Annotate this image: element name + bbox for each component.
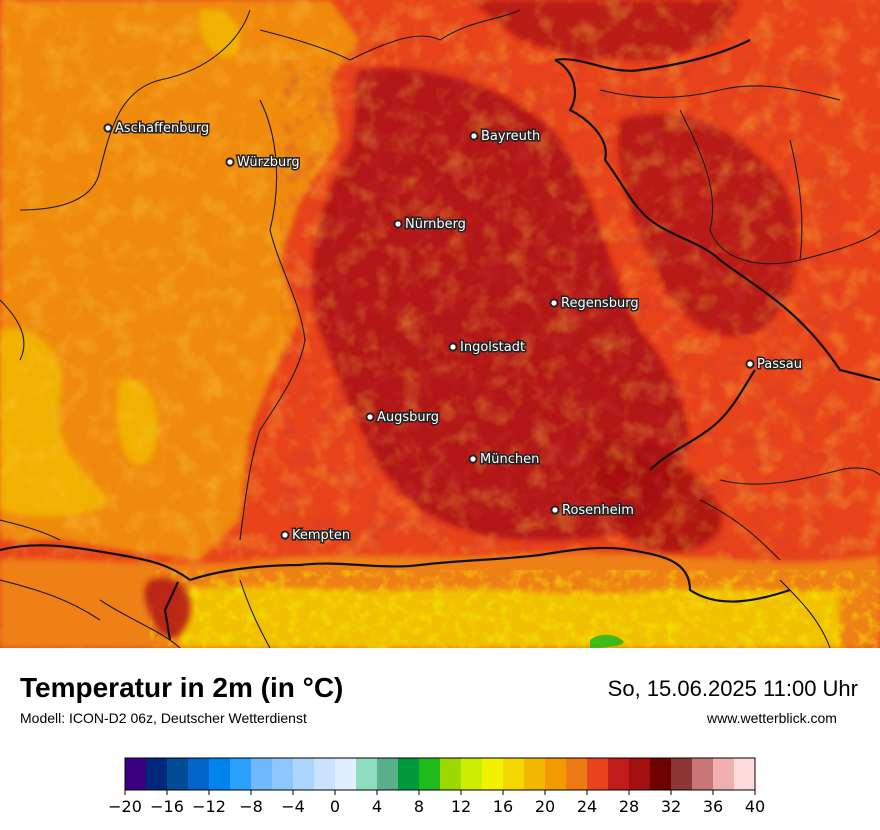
city-label: Nürnberg (405, 217, 466, 232)
legend-swatch (125, 758, 147, 790)
legend-swatch (608, 758, 630, 790)
city-dot (103, 123, 113, 133)
city-marker: Aschaffenburg (103, 120, 211, 138)
legend-swatch (713, 758, 735, 790)
legend-swatch (419, 758, 441, 790)
legend-tick-label: 12 (451, 797, 471, 816)
legend-swatch (650, 758, 672, 790)
map-canvas: Aschaffenburg Würzburg Bayreuth Nürnberg Reg… (0, 0, 880, 648)
legend-swatch (629, 758, 651, 790)
legend-swatch (167, 758, 189, 790)
legend-swatch (461, 758, 483, 790)
city-dot (468, 454, 478, 464)
legend-ticks: −20 −16 −12 −8 −4 0 4 8 12 16 20 24 28 32 36 40 (108, 790, 765, 816)
legend-swatch (356, 758, 378, 790)
website-link[interactable]: www.wetterblick.com (707, 710, 837, 726)
legend-swatch (545, 758, 567, 790)
city-marker: Würzburg (225, 154, 301, 172)
legend-tick-label: 4 (372, 797, 382, 816)
city-marker: Passau (745, 356, 803, 374)
legend-tick-label: −12 (192, 797, 226, 816)
legend-swatch (251, 758, 273, 790)
city-label: Passau (757, 357, 802, 372)
city-dot (225, 157, 235, 167)
legend-tick-label: 36 (703, 797, 723, 816)
city-label: München (480, 452, 539, 467)
state-borders (0, 9, 880, 648)
legend-swatch (377, 758, 399, 790)
city-marker: Ingolstadt (448, 339, 527, 357)
legend-swatch (314, 758, 336, 790)
legend-tick-label: −20 (108, 797, 142, 816)
legend-tick-label: 40 (745, 797, 765, 816)
city-label: Ingolstadt (460, 340, 525, 355)
forecast-datetime: So, 15.06.2025 11:00 Uhr (607, 676, 858, 701)
legend-tick-label: 28 (619, 797, 639, 816)
map-subtitle: Modell: ICON-D2 06z, Deutscher Wetterdie… (20, 710, 307, 726)
temperature-map: Aschaffenburg Würzburg Bayreuth Nürnberg Reg… (0, 0, 880, 648)
city-dot (448, 342, 458, 352)
legend-tick-label: −16 (150, 797, 184, 816)
legend-swatch (671, 758, 693, 790)
legend-swatch (272, 758, 294, 790)
city-marker: Kempten (280, 527, 352, 545)
city-dot (549, 298, 559, 308)
city-label: Kempten (292, 528, 350, 543)
legend-swatch (440, 758, 462, 790)
city-marker: Rosenheim (550, 502, 635, 520)
map-title: Temperatur in 2m (in °C) (20, 672, 344, 703)
legend-swatch (188, 758, 210, 790)
field-texture-alps (150, 570, 880, 648)
city-dot (550, 505, 560, 515)
city-label: Regensburg (561, 296, 639, 311)
legend-border (124, 757, 756, 791)
city-dot (393, 219, 403, 229)
legend-swatch (335, 758, 357, 790)
city-label: Augsburg (377, 410, 439, 425)
city-label: Rosenheim (562, 503, 634, 518)
legend-tick-label: 16 (493, 797, 513, 816)
legend-tick-label: 24 (577, 797, 597, 816)
legend-swatch (398, 758, 420, 790)
legend-tick-label: 20 (535, 797, 555, 816)
city-marker: München (468, 451, 541, 469)
legend-tick-label: −4 (281, 797, 305, 816)
legend-tick-label: 8 (414, 797, 424, 816)
city-marker: Augsburg (365, 409, 441, 427)
legend-swatch (587, 758, 609, 790)
city-dot (469, 131, 479, 141)
city-label: Würzburg (237, 155, 300, 170)
legend-tick-label: −8 (239, 797, 263, 816)
field-texture-hot (280, 60, 840, 560)
city-marker: Bayreuth (469, 128, 542, 146)
legend-swatch (146, 758, 168, 790)
city-label: Bayreuth (481, 129, 540, 144)
legend-swatch (734, 758, 756, 790)
city-markers: Aschaffenburg Würzburg Bayreuth Nürnberg Reg… (103, 120, 803, 545)
country-borders (0, 39, 880, 641)
legend-swatch (692, 758, 714, 790)
city-dot (280, 530, 290, 540)
city-marker: Nürnberg (393, 216, 467, 234)
legend-swatch (230, 758, 252, 790)
legend-swatch (482, 758, 504, 790)
city-label: Aschaffenburg (115, 121, 209, 136)
map-footer: Temperatur in 2m (in °C) Modell: ICON-D2… (0, 648, 880, 830)
legend-tick-label: 0 (330, 797, 340, 816)
field-alps-red-west (144, 577, 191, 638)
legend-swatch (293, 758, 315, 790)
legend-swatch (566, 758, 588, 790)
legend-swatches (124, 757, 756, 791)
legend-swatch (503, 758, 525, 790)
city-dot (365, 412, 375, 422)
legend-swatch (524, 758, 546, 790)
field-alps-green (590, 634, 624, 648)
color-legend: −20 −16 −12 −8 −4 0 4 8 12 16 20 24 28 32 36 40 (108, 757, 765, 816)
legend-tick-label: 32 (661, 797, 681, 816)
city-marker: Regensburg (549, 295, 640, 313)
legend-swatch (209, 758, 231, 790)
city-dot (745, 359, 755, 369)
